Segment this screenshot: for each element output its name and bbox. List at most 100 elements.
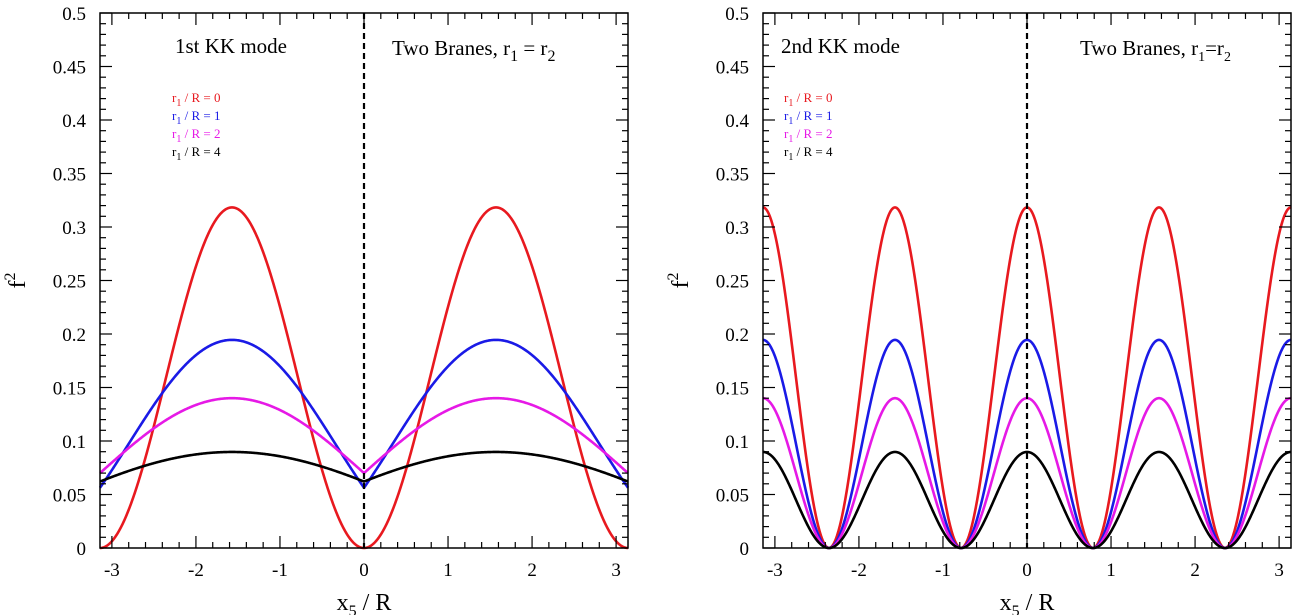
x-tick-label: -1 — [272, 560, 288, 581]
y-tick-label: 0.4 — [62, 111, 86, 132]
legend-sub: 1 — [788, 152, 793, 163]
y-tick-label: 0.2 — [62, 325, 86, 346]
legend-rest: / R = 2 — [793, 126, 832, 141]
legend-entry-1: r1 / R = 1 — [784, 108, 832, 127]
legend-rest: / R = 1 — [793, 108, 832, 123]
series-line-1 — [762, 338, 1292, 550]
legend-entry-3: r1 / R = 4 — [172, 144, 221, 163]
y-tick-label: 0 — [740, 539, 750, 560]
y-tick-label: 0.35 — [716, 165, 749, 186]
y-tick-label: 0 — [77, 539, 87, 560]
legend-sub: 1 — [176, 98, 181, 109]
legend-main: r — [172, 144, 177, 159]
legend-main: r — [784, 126, 789, 141]
y-tick-label: 0.25 — [716, 272, 749, 293]
legend-entry-0: r1 / R = 0 — [172, 90, 220, 109]
y-tick-label: 0.1 — [62, 432, 86, 453]
legend-rest: / R = 2 — [181, 126, 220, 141]
panel-title: Two Branes, r1=r2 — [1080, 36, 1231, 65]
legend-entry-3: r1 / R = 4 — [784, 144, 833, 163]
legend-rest: / R = 4 — [181, 144, 221, 159]
y-tick-label: 0.5 — [62, 4, 86, 25]
legend-rest: / R = 0 — [793, 90, 832, 105]
panel-title-sub1: 1 — [1198, 50, 1205, 65]
y-axis-title-main: f — [5, 281, 31, 289]
x-tick-label: -3 — [104, 560, 120, 581]
legend-sub: 1 — [176, 152, 181, 163]
panel-title-sub1: 1 — [510, 48, 518, 65]
x-tick-label: 3 — [1274, 560, 1284, 581]
legend-main: r — [784, 90, 789, 105]
series-line-3 — [762, 450, 1292, 550]
panel-title-main: Two Branes, r — [392, 36, 510, 60]
y-tick-label: 0.25 — [53, 272, 86, 293]
panel-title-eq: = r — [518, 36, 547, 60]
x-axis-title-rest: / R — [357, 590, 392, 615]
legend-main: r — [784, 108, 789, 123]
y-tick-label: 0.3 — [725, 218, 749, 239]
x-tick-label: 2 — [1190, 560, 1200, 581]
x-tick-label: 1 — [443, 560, 453, 581]
x-tick-label: -2 — [188, 560, 204, 581]
y-tick-label: 0.15 — [716, 379, 749, 400]
panel-title-sub2: 2 — [547, 48, 555, 65]
panel-title-eq: =r — [1205, 36, 1224, 60]
y-tick-label: 0.05 — [716, 486, 749, 507]
x-axis-title: x5 / R — [337, 590, 392, 615]
x-axis-title-rest: / R — [1020, 590, 1055, 615]
legend-entry-2: r1 / R = 2 — [172, 126, 220, 145]
legend-sub: 1 — [788, 134, 793, 145]
legend-entry-2: r1 / R = 2 — [784, 126, 832, 145]
series-line-3 — [99, 450, 629, 483]
legend-rest: / R = 4 — [793, 144, 833, 159]
y-axis-title-main: f — [668, 281, 694, 289]
y-tick-label: 0.1 — [725, 432, 749, 453]
y-axis-title-sup: 2 — [2, 273, 19, 281]
panel-title-sub2: 2 — [1224, 50, 1231, 65]
y-tick-label: 0.05 — [53, 486, 86, 507]
legend-sub: 1 — [788, 116, 793, 127]
x-tick-label: 0 — [359, 560, 369, 581]
panel-title: Two Branes, r1 = r2 — [392, 36, 555, 65]
panel-title-main: Two Branes, r — [1080, 36, 1198, 60]
x-tick-label: -1 — [935, 560, 951, 581]
x-axis-title: x5 / R — [1000, 590, 1055, 615]
y-tick-label: 0.15 — [53, 379, 86, 400]
legend-rest: / R = 0 — [181, 90, 220, 105]
x-tick-label: 0 — [1022, 560, 1032, 581]
x-axis-title-main: x — [1000, 590, 1012, 615]
y-axis-title: f2 — [665, 273, 694, 289]
legend-main: r — [172, 126, 177, 141]
legend-main: r — [172, 108, 177, 123]
y-tick-label: 0.45 — [716, 58, 749, 79]
x-tick-label: 1 — [1106, 560, 1116, 581]
y-tick-label: 0.45 — [53, 58, 86, 79]
legend-entry-0: r1 / R = 0 — [784, 90, 832, 109]
chart-panel-2: -3 -2 -1 0 1 2 3 0 0.05 0.1 0.15 0.2 0.25 0.3 0.35 0.4 0… — [665, 4, 1292, 615]
x-axis-title-sub: 5 — [1012, 603, 1020, 615]
legend-main: r — [172, 90, 177, 105]
y-tick-label: 0.3 — [62, 218, 86, 239]
legend-sub: 1 — [176, 134, 181, 145]
legend-sub: 1 — [788, 98, 793, 109]
y-axis-title-sup: 2 — [665, 273, 682, 281]
y-tick-label: 0.5 — [725, 4, 749, 25]
x-axis-title-main: x — [337, 590, 349, 615]
x-tick-label: -3 — [767, 560, 783, 581]
legend-rest: / R = 1 — [181, 108, 220, 123]
y-tick-label: 0.35 — [53, 165, 86, 186]
legend-sub: 1 — [176, 116, 181, 127]
legend-entry-1: r1 / R = 1 — [172, 108, 220, 127]
chart-panel-1: -3 -2 -1 0 1 2 3 0 0.05 0.1 0.15 0.2 0.25 0.3 0.35 0.4 0… — [2, 4, 630, 615]
y-axis-title: f2 — [2, 273, 31, 289]
x-tick-label: -2 — [851, 560, 867, 581]
x-axis-title-sub: 5 — [349, 603, 357, 615]
panel-label: 1st KK mode — [175, 34, 287, 58]
x-tick-label: 3 — [611, 560, 621, 581]
panel-label: 2nd KK mode — [781, 34, 900, 58]
y-tick-label: 0.4 — [725, 111, 749, 132]
x-tick-label: 2 — [527, 560, 537, 581]
legend-main: r — [784, 144, 789, 159]
y-tick-label: 0.2 — [725, 325, 749, 346]
